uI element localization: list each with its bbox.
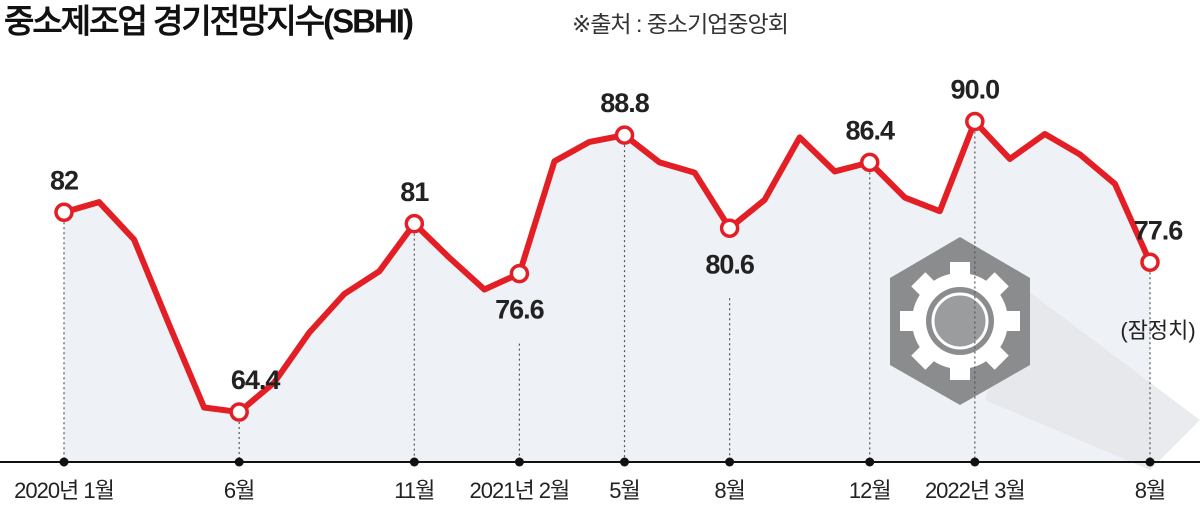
data-label: 76.6 (495, 295, 545, 325)
data-label: 86.4 (845, 115, 895, 145)
x-tick (234, 457, 244, 467)
point-marker (614, 125, 635, 145)
point-marker (509, 263, 530, 284)
data-label: 77.6 (1134, 215, 1184, 245)
x-tick-label: 11월 (394, 478, 434, 503)
data-label: 90.0 (951, 75, 1000, 105)
x-tick-label: 8월 (1135, 478, 1165, 503)
x-tick (409, 457, 419, 467)
point-marker (54, 202, 74, 223)
x-tick (865, 457, 875, 467)
x-tick (1145, 457, 1155, 467)
source-note: ※출처 : 중소기업중앙회 (572, 11, 788, 37)
point-marker (719, 218, 740, 238)
x-tick (59, 457, 69, 467)
data-label: 80.6 (705, 249, 755, 279)
x-tick-label: 2021년 2월 (470, 478, 570, 503)
x-tick-label: 2020년 1월 (14, 478, 114, 503)
point-marker (404, 213, 425, 234)
x-tick (970, 457, 980, 467)
x-tick-label: 12월 (849, 478, 891, 503)
area-fill (64, 121, 1150, 462)
x-tick (514, 457, 524, 467)
data-label: 64.4 (231, 365, 281, 395)
x-tick-label: 2022년 3월 (925, 478, 1025, 503)
x-tick-label: 5월 (609, 478, 639, 503)
annotation: (잠정치) (1120, 318, 1195, 343)
chart-title: 중소제조업 경기전망지수(SBHI) (4, 3, 413, 40)
x-tick-label: 8월 (714, 478, 744, 503)
data-label: 82 (50, 165, 78, 195)
x-tick-label: 6월 (224, 478, 254, 503)
data-label: 81 (400, 177, 429, 207)
data-label: 88.8 (600, 88, 650, 118)
point-marker (859, 152, 880, 173)
point-marker (965, 111, 985, 132)
x-tick (620, 457, 630, 467)
gear-icon (890, 237, 1200, 470)
point-marker (229, 402, 249, 422)
x-tick (725, 457, 735, 467)
point-marker (1140, 252, 1160, 272)
